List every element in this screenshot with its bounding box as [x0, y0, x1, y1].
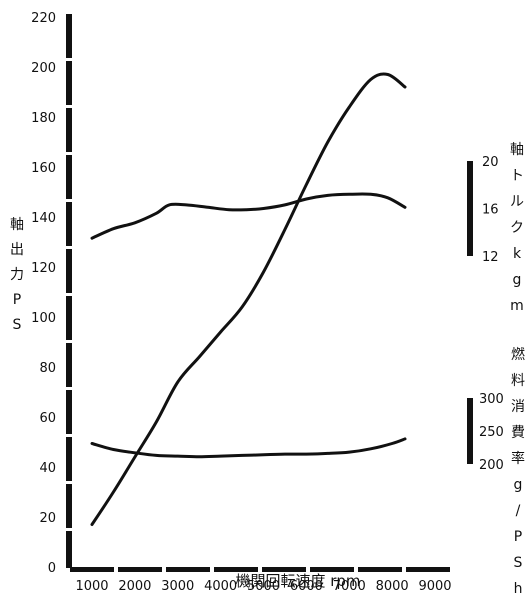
left-axis-segment-11 [66, 531, 72, 568]
x-tick-7000: 7000 [333, 579, 366, 594]
x-axis-segment-7 [406, 567, 450, 572]
fuel-tick-250: 250 [479, 425, 504, 440]
left-axis-segment-10 [66, 484, 72, 528]
left-tick-140: 140 [31, 211, 56, 226]
x-tick-3000: 3000 [161, 579, 194, 594]
fuel-consumption-curve [90, 437, 407, 459]
left-axis-segment-8 [66, 390, 72, 434]
left-axis-segment-3 [66, 155, 72, 199]
x-axis-segment-3 [214, 567, 258, 572]
x-tick-9000: 9000 [418, 579, 451, 594]
left-axis-segment-7 [66, 343, 72, 387]
x-axis-segment-0 [70, 567, 114, 572]
left-tick-80: 80 [39, 361, 56, 376]
fuel-axis-bar [467, 398, 473, 464]
torque-tick-12: 12 [482, 250, 499, 265]
torque-tick-16: 16 [482, 203, 499, 218]
fuel-tick-200: 200 [479, 458, 504, 473]
left-axis-label: 軸出力 P S [10, 217, 24, 333]
left-axis-segment-6 [66, 296, 72, 340]
left-tick-40: 40 [39, 461, 56, 476]
x-axis-segment-2 [166, 567, 210, 572]
x-axis-label: 機関回転速度 rpm [235, 572, 360, 590]
left-axis-segment-1 [66, 61, 72, 105]
left-tick-220: 220 [31, 11, 56, 26]
torque-axis-label: 軸トルク k g m [510, 142, 524, 314]
left-tick-100: 100 [31, 311, 56, 326]
x-axis-segment-6 [358, 567, 402, 572]
left-tick-0: 0 [48, 561, 56, 576]
x-tick-2000: 2000 [118, 579, 151, 594]
left-tick-180: 180 [31, 111, 56, 126]
x-tick-6000: 6000 [290, 579, 323, 594]
left-axis-segment-4 [66, 202, 72, 246]
x-tick-5000: 5000 [247, 579, 280, 594]
x-tick-1000: 1000 [75, 579, 108, 594]
chart-axes: 0 20 40 60 80 100 120 140 160 180 200 220 1000 2000 30… [10, 11, 525, 597]
fuel-tick-300: 300 [479, 392, 504, 407]
x-axis-segment-5 [310, 567, 354, 572]
torque-tick-20: 20 [482, 155, 499, 170]
plot-area [90, 72, 407, 526]
left-axis-segment-2 [66, 108, 72, 152]
left-tick-20: 20 [39, 511, 56, 526]
left-tick-200: 200 [31, 61, 56, 76]
power-curve [90, 72, 407, 526]
x-tick-4000: 4000 [204, 579, 237, 594]
x-axis-segment-1 [118, 567, 162, 572]
torque-curve [90, 192, 407, 240]
left-axis-segment-5 [66, 249, 72, 293]
x-axis-segment-4 [262, 567, 306, 572]
x-tick-8000: 8000 [376, 579, 409, 594]
torque-axis-bar [467, 161, 473, 256]
left-tick-120: 120 [31, 261, 56, 276]
left-tick-60: 60 [39, 411, 56, 426]
left-axis-segment-9 [66, 437, 72, 481]
left-tick-160: 160 [31, 161, 56, 176]
left-axis-segment-0 [66, 14, 72, 58]
